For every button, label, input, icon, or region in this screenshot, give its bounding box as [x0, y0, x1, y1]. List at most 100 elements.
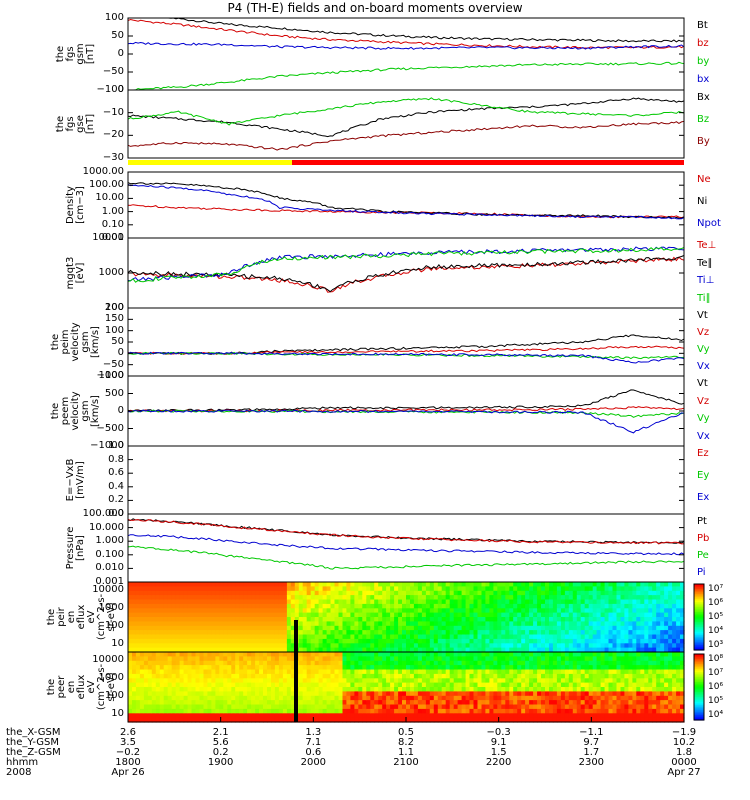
- spec-cell-peer: [203, 656, 209, 662]
- spec-cell-peer: [223, 704, 228, 710]
- spec-cell-peer: [564, 691, 570, 697]
- spec-cell-peir: [302, 586, 308, 592]
- spec-cell-peir: [672, 630, 677, 636]
- spec-cell-peer: [584, 673, 590, 679]
- spec-cell-peir: [338, 634, 344, 640]
- spec-cell-peir: [163, 582, 169, 587]
- spec-cell-peir: [616, 621, 622, 627]
- spec-cell-peir: [461, 603, 467, 609]
- spec-cell-peir: [251, 599, 256, 605]
- spec-cell-peer: [398, 717, 403, 723]
- spec-cell-peir: [195, 630, 201, 636]
- spec-cell-peir: [243, 590, 248, 596]
- spec-cell-peir: [378, 595, 383, 601]
- ephem-value-z: 1.1: [398, 747, 414, 758]
- spec-cell-peir: [425, 643, 431, 649]
- spec-cell-peir: [584, 643, 590, 649]
- spec-cell-peer: [445, 665, 451, 671]
- spec-cell-peer: [545, 673, 550, 679]
- spec-cell-peir: [390, 603, 395, 609]
- spec-cell-peir: [175, 621, 181, 627]
- spec-cell-peir: [676, 643, 681, 649]
- spec-cell-peer: [374, 665, 379, 671]
- spec-cell-peer: [596, 656, 602, 662]
- spec-cell-peir: [298, 643, 304, 649]
- colorbar-peer: [694, 654, 704, 657]
- spec-cell-peer: [231, 673, 236, 679]
- series-fgs_gse-By: [127, 120, 685, 151]
- spec-cell-peer: [199, 691, 205, 697]
- spec-cell-peer: [517, 717, 522, 723]
- spec-cell-peir: [135, 625, 141, 631]
- spec-cell-peir: [588, 630, 594, 636]
- spec-cell-peir: [294, 599, 300, 605]
- spec-cell-peer: [286, 691, 292, 697]
- spec-cell-peir: [640, 586, 645, 592]
- spec-cell-peir: [318, 634, 324, 640]
- spec-cell-peer: [151, 669, 157, 675]
- spec-cell-peir: [509, 630, 514, 636]
- spec-cell-peer: [175, 713, 181, 719]
- spec-cell-peer: [636, 669, 641, 675]
- spec-cell-peer: [282, 656, 288, 662]
- spec-cell-peer: [187, 695, 193, 701]
- spec-cell-peer: [334, 717, 340, 723]
- spec-cell-peer: [421, 691, 427, 697]
- spec-cell-peer: [290, 691, 296, 697]
- spec-cell-peir: [310, 582, 316, 587]
- spec-cell-peir: [199, 621, 205, 627]
- spec-cell-peir: [290, 643, 296, 649]
- spec-cell-peir: [402, 617, 407, 622]
- spec-cell-peer: [413, 708, 419, 714]
- spec-cell-peir: [163, 612, 169, 618]
- spec-cell-peir: [656, 630, 661, 636]
- spec-cell-peir: [247, 603, 252, 609]
- spec-cell-peer: [533, 669, 538, 675]
- spec-cell-peer: [648, 691, 653, 697]
- spec-cell-peir: [243, 625, 248, 631]
- spec-cell-peer: [378, 708, 383, 714]
- spec-cell-peer: [207, 713, 212, 719]
- spec-cell-peir: [421, 590, 427, 596]
- spec-cell-peir: [513, 647, 518, 653]
- spec-cell-peir: [350, 612, 355, 618]
- spec-cell-peir: [286, 621, 292, 627]
- spec-cell-peer: [187, 652, 193, 657]
- spec-cell-peer: [624, 717, 629, 723]
- spec-cell-peir: [541, 630, 546, 636]
- spec-cell-peer: [139, 700, 145, 706]
- spec-cell-peer: [342, 682, 348, 688]
- spec-cell-peir: [267, 617, 272, 622]
- spec-cell-peir: [139, 647, 145, 653]
- spec-cell-peir: [680, 634, 685, 640]
- spec-cell-peer: [537, 713, 542, 719]
- spec-cell-peer: [322, 691, 328, 697]
- spec-cell-peer: [580, 704, 586, 710]
- colorbar-peer: [694, 655, 704, 658]
- spec-cell-peir: [374, 590, 379, 596]
- spec-cell-peer: [513, 660, 518, 666]
- spec-cell-peer: [394, 673, 399, 679]
- spec-cell-peer: [143, 665, 149, 671]
- spec-cell-peir: [568, 612, 574, 618]
- spec-cell-peer: [417, 660, 423, 666]
- spec-cell-peer: [155, 713, 161, 719]
- spec-cell-peir: [402, 638, 407, 644]
- spec-cell-peir: [576, 608, 582, 614]
- spec-cell-peer: [632, 687, 637, 692]
- spec-cell-peer: [306, 713, 312, 719]
- spec-cell-peir: [453, 630, 459, 636]
- spec-cell-peir: [207, 590, 212, 596]
- spec-cell-peir: [453, 643, 459, 649]
- spec-cell-peer: [132, 669, 137, 675]
- spec-cell-peir: [386, 603, 391, 609]
- spec-cell-peir: [588, 595, 594, 601]
- spec-cell-peer: [592, 652, 598, 657]
- spec-cell-peir: [310, 612, 316, 618]
- spec-cell-peer: [513, 678, 518, 684]
- spec-cell-peir: [143, 638, 149, 644]
- spec-cell-peer: [310, 669, 316, 675]
- spec-cell-peer: [318, 704, 324, 710]
- spec-cell-peir: [680, 638, 685, 644]
- spec-cell-peir: [417, 590, 423, 596]
